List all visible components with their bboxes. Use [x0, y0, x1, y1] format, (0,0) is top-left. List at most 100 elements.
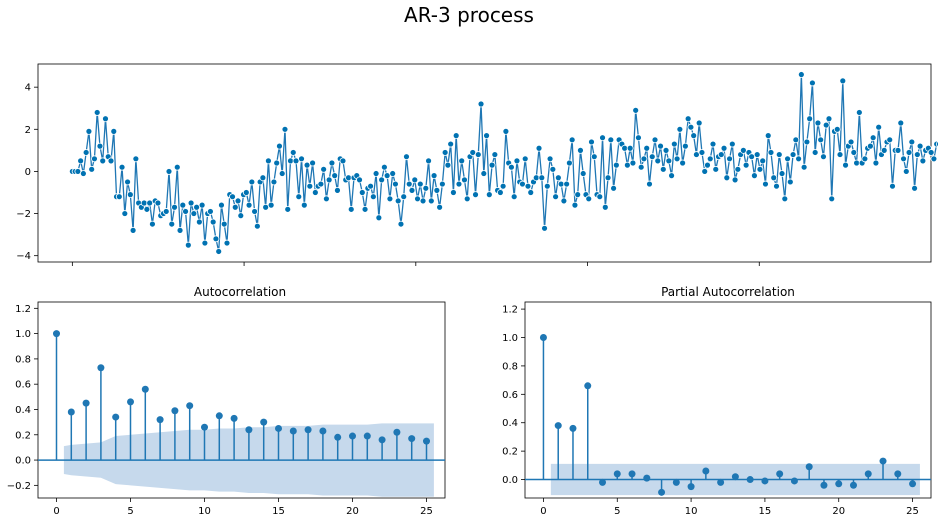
time-series-point	[215, 248, 223, 255]
stem-marker	[97, 364, 105, 372]
time-series-point	[179, 201, 187, 209]
stem-marker	[731, 473, 739, 481]
time-series-point	[281, 125, 289, 133]
time-series-point	[927, 149, 935, 156]
time-series-point	[496, 189, 504, 196]
stem-marker	[334, 433, 342, 441]
y-tick-label: 0.4	[502, 418, 518, 429]
stem-marker	[761, 477, 769, 485]
time-series-point	[386, 195, 394, 203]
time-series-point	[822, 121, 830, 129]
x-tick-label: 15	[272, 506, 285, 517]
time-series-point	[477, 100, 485, 108]
stem-marker	[67, 408, 75, 416]
time-series-point	[654, 157, 662, 165]
time-series-point	[248, 178, 256, 186]
stem-marker	[275, 424, 282, 432]
time-series-point	[438, 180, 446, 188]
time-series-point	[753, 151, 761, 158]
pacf-axes: Partial Autocorrelation 0.0 0.2 0.4 0.6 0.8 1…	[502, 285, 932, 517]
time-series-point	[604, 174, 612, 182]
time-series-point	[610, 184, 617, 192]
stem-marker	[687, 483, 695, 491]
time-series-point	[220, 220, 228, 228]
time-series-point	[693, 151, 700, 158]
time-series-point	[499, 182, 507, 190]
time-series-point	[187, 199, 195, 207]
time-series-point	[198, 201, 206, 209]
time-series-point	[712, 165, 720, 173]
time-series-point	[162, 208, 170, 215]
stem-marker	[245, 426, 253, 434]
time-series-point	[543, 182, 551, 190]
time-series-point	[651, 136, 659, 144]
time-series-point	[411, 176, 419, 184]
stem-marker	[304, 426, 312, 434]
time-series-point	[292, 157, 300, 165]
time-series-point	[168, 220, 176, 228]
time-series-point	[403, 153, 410, 161]
time-series-point	[171, 203, 178, 211]
x-tick-label: 0	[540, 506, 546, 517]
time-series-point	[566, 159, 573, 167]
time-series-point	[720, 144, 728, 152]
time-series-point	[913, 151, 921, 158]
time-series-point	[209, 218, 217, 226]
time-series-point	[916, 142, 924, 150]
time-series-point	[154, 199, 162, 207]
time-series-frame	[37, 63, 932, 263]
time-series-point	[99, 157, 107, 165]
acf-stems	[53, 330, 430, 461]
time-series-point	[704, 161, 711, 169]
stem-marker	[849, 481, 857, 489]
time-series-point	[96, 142, 104, 150]
time-series-point	[182, 208, 189, 215]
time-series-point	[728, 140, 736, 148]
time-series-point	[695, 119, 703, 127]
time-series-x-axis	[71, 262, 760, 266]
time-series-point	[265, 157, 272, 165]
y-tick-label: 0.2	[15, 430, 31, 441]
y-tick-label: 1.2	[502, 305, 518, 316]
time-series-point	[320, 165, 328, 173]
time-series-point	[317, 180, 325, 188]
y-tick-label: 2	[25, 125, 31, 136]
time-series-point	[389, 170, 397, 177]
time-series-point	[447, 140, 455, 148]
time-series-point	[767, 149, 775, 156]
time-series-point	[629, 159, 637, 167]
time-series-point	[425, 157, 432, 165]
y-tick-label: 1.0	[502, 333, 518, 344]
time-series-point	[795, 155, 802, 163]
time-series-point	[519, 180, 526, 188]
time-series-point	[792, 136, 800, 144]
time-series-point	[828, 195, 836, 203]
time-series-point	[842, 161, 849, 169]
time-series-point	[143, 205, 151, 213]
time-series-point	[607, 136, 615, 144]
time-series-point	[433, 186, 441, 194]
time-series-point	[245, 201, 253, 209]
time-series-point	[919, 157, 927, 165]
time-series-point	[601, 203, 609, 211]
time-series-point	[538, 174, 546, 182]
time-series-point	[488, 161, 496, 169]
time-series-point	[223, 239, 231, 247]
time-series-point	[472, 191, 479, 199]
time-series-point	[814, 119, 822, 127]
time-series-point	[554, 174, 562, 182]
time-series-point	[129, 226, 137, 234]
time-series-point	[334, 186, 341, 194]
time-series-point	[508, 163, 515, 171]
time-series-point	[930, 155, 938, 163]
time-series-point	[77, 157, 85, 165]
pacf-frame	[524, 301, 932, 499]
time-series-point	[665, 157, 673, 165]
time-series-point	[369, 193, 377, 201]
acf-axes: Autocorrelation −0.2 0.0 0.2 0.4 0.6 0.8 1.0 1.…	[7, 285, 446, 517]
stem-marker	[215, 412, 223, 420]
time-series-point	[394, 197, 402, 205]
time-series-point	[836, 151, 844, 158]
time-series-point	[839, 77, 847, 85]
